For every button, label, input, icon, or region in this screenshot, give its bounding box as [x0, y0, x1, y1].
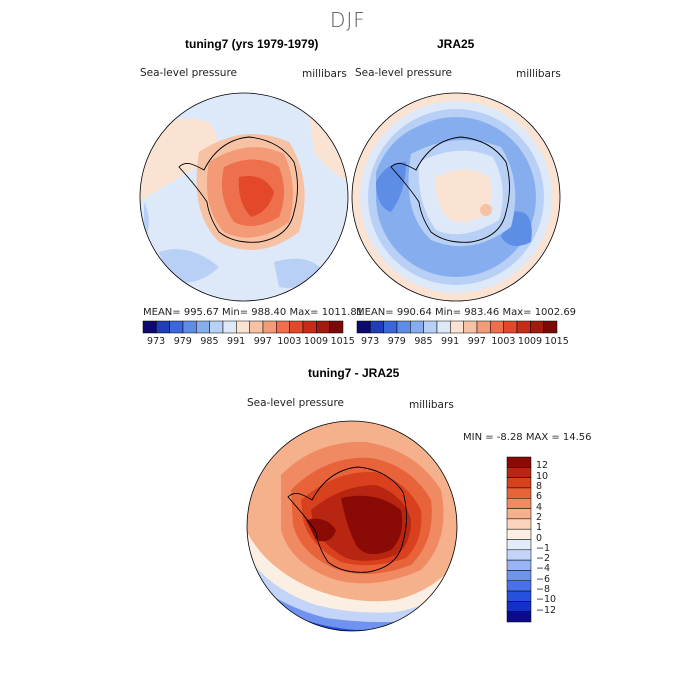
figure-title: DJF	[330, 8, 366, 32]
panel3-colorbar-swatch	[506, 477, 532, 489]
panel3-colorbar-swatch	[506, 487, 532, 499]
panel1-colorbar-swatch	[289, 320, 304, 334]
panel1-stats: MEAN= 995.67 Min= 988.40 Max= 1011.81	[143, 307, 364, 318]
panel2-colorbar-swatch	[370, 320, 384, 334]
panel3-title: tuning7 - JRA25	[308, 366, 400, 380]
panel1-colorbar-tick-label: 985	[200, 336, 219, 347]
panel2-colorbar-swatch	[436, 320, 451, 334]
panel2-colorbar-swatch	[463, 320, 478, 334]
panel2-colorbar-tick-label: 985	[414, 336, 433, 347]
panel2-colorbar-swatch	[530, 320, 544, 334]
panel3-colorbar-swatch	[506, 498, 532, 509]
panel3-colorbar-swatch	[506, 559, 532, 571]
panel3-colorbar-tick-label: 12	[536, 460, 549, 472]
panel3-colorbar-swatch	[506, 528, 532, 540]
panel3-colorbar-tick-label: 0	[536, 532, 543, 544]
panel1-colorbar-swatch	[209, 320, 224, 334]
panel3-colorbar-tick-label: 6	[536, 491, 543, 503]
panel3-colorbar-tick-label: 4	[536, 501, 543, 513]
panel1-colorbar-swatch	[249, 320, 264, 334]
panel2-colorbar-swatch	[476, 320, 491, 334]
panel3-colorbar-swatch	[506, 508, 532, 520]
panel1-units-label: millibars	[302, 68, 347, 80]
panel2-colorbar-swatch	[396, 320, 411, 334]
panel1-colorbar-swatch	[329, 320, 344, 334]
panel2-colorbar-tick-label: 1003	[491, 336, 516, 347]
panel1-colorbar-tick-label: 1003	[277, 336, 302, 347]
panel1-colorbar-swatch	[169, 320, 184, 334]
panel3-colorbar-tick-label: 2	[536, 511, 543, 523]
panel3-stats: MIN = -8.28 MAX = 14.56	[463, 432, 592, 443]
panel2-units-label: millibars	[516, 68, 561, 80]
panel3-colorbar-swatch	[506, 570, 532, 581]
panel3-colorbar-tick-label: −1	[536, 542, 551, 554]
panel2-colorbar-tick-label: 1009	[517, 336, 543, 347]
panel2-colorbar-tick-label: 997	[467, 336, 486, 347]
panel3-colorbar-tick-label: −2	[536, 553, 551, 565]
panel3-colorbar-tick-label: 1	[536, 522, 543, 534]
panel1-colorbar-swatch	[262, 320, 277, 334]
panel2-stats: MEAN= 990.64 Min= 983.46 Max= 1002.69	[356, 307, 577, 318]
panel3-colorbar-tick-label: 10	[536, 470, 549, 482]
panel1-variable-label: Sea-level pressure	[140, 67, 238, 79]
panel3-map	[246, 420, 458, 632]
panel1-colorbar-tick-label: 1009	[303, 336, 329, 347]
panel3-colorbar-tick-label: −4	[536, 563, 551, 575]
panel2-colorbar-swatch	[516, 320, 531, 334]
panel2-map	[351, 92, 561, 302]
panel3-colorbar-swatch	[506, 467, 532, 478]
panel1-colorbar-swatch	[222, 320, 237, 334]
panel2-colorbar-tick-label: 991	[441, 336, 460, 347]
panel3-colorbar-swatch	[506, 539, 532, 551]
panel1-colorbar-swatch	[276, 320, 290, 334]
panel2-variable-label: Sea-level pressure	[355, 67, 453, 79]
panel2-colorbar-swatch	[423, 320, 438, 334]
panel2-colorbar-swatch	[490, 320, 504, 334]
panel1-title: tuning7 (yrs 1979-1979)	[185, 37, 319, 51]
panel1-colorbar-swatch	[236, 320, 250, 334]
panel2-title: JRA25	[437, 37, 475, 51]
panel3-colorbar-swatch	[506, 580, 532, 592]
panel2-colorbar-tick-label: 979	[387, 336, 406, 347]
panel3-colorbar-tick-label: 8	[536, 480, 543, 492]
panel3-colorbar-tick-label: −10	[536, 594, 557, 606]
panel3-colorbar-tick-label: −12	[536, 604, 557, 616]
panel1-colorbar-tick-label: 1015	[330, 336, 355, 347]
panel2-colorbar-swatch	[356, 320, 371, 334]
panel1-colorbar-tick-label: 997	[253, 336, 272, 347]
panel3-variable-label: Sea-level pressure	[247, 397, 345, 409]
panel2-colorbar-swatch	[503, 320, 518, 334]
panel1-colorbar-swatch	[302, 320, 317, 334]
panel1-colorbar-swatch	[182, 320, 197, 334]
panel1-colorbar	[142, 320, 344, 334]
panel3-units-label: millibars	[409, 399, 454, 411]
panel3-colorbar	[506, 456, 532, 623]
panel3-colorbar-tick-label: −6	[536, 573, 551, 585]
panel1-colorbar-swatch	[156, 320, 170, 334]
panel3-colorbar-tick-label: −8	[536, 584, 551, 596]
panel3-colorbar-swatch	[506, 590, 532, 602]
panel2-colorbar-tick-label: 973	[361, 336, 380, 347]
panel1-colorbar-swatch	[196, 320, 210, 334]
panel2-colorbar-swatch	[383, 320, 398, 334]
panel1-colorbar-tick-label: 973	[147, 336, 166, 347]
panel3-colorbar-swatch	[506, 611, 532, 623]
panel1-colorbar-swatch	[316, 320, 330, 334]
panel3-colorbar-swatch	[506, 549, 532, 561]
panel3-colorbar-swatch	[506, 456, 532, 468]
panel3-colorbar-swatch	[506, 518, 532, 530]
panel2-colorbar	[356, 320, 558, 334]
panel1-colorbar-swatch	[142, 320, 157, 334]
panel1-colorbar-tick-label: 991	[227, 336, 246, 347]
panel1-map	[139, 92, 349, 302]
panel1-colorbar-tick-label: 979	[173, 336, 192, 347]
panel2-colorbar-swatch	[450, 320, 464, 334]
panel2-colorbar-tick-label: 1015	[544, 336, 569, 347]
panel2-colorbar-swatch	[410, 320, 424, 334]
panel3-colorbar-swatch	[506, 601, 532, 612]
panel2-colorbar-swatch	[543, 320, 558, 334]
